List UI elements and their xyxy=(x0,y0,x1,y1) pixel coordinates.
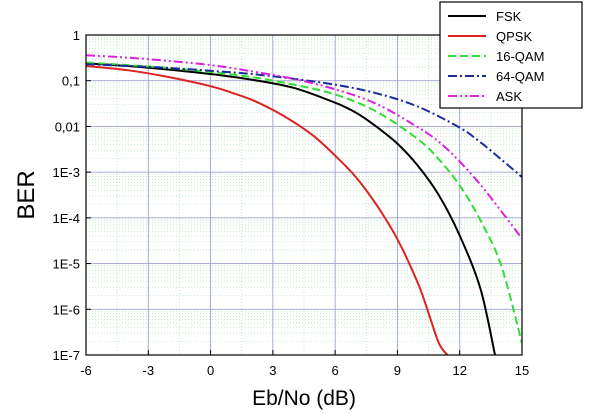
series-line-fsk xyxy=(86,62,496,355)
x-tick-label: -6 xyxy=(80,363,92,378)
y-tick-label: 1E-7 xyxy=(53,348,80,363)
legend-label-qpsk: QPSK xyxy=(496,29,532,44)
y-tick-label: 1E-4 xyxy=(53,211,80,226)
y-axis-title: BER xyxy=(13,170,40,219)
x-tick-label: 15 xyxy=(515,363,529,378)
series-line-ask xyxy=(86,54,522,240)
x-tick-label: 6 xyxy=(332,363,339,378)
x-tick-label: -3 xyxy=(143,363,155,378)
y-tick-label: 0,1 xyxy=(62,74,80,89)
series-line-64-qam xyxy=(86,63,522,178)
y-tick-label: 0,01 xyxy=(55,119,80,134)
plot-frame xyxy=(85,34,523,356)
y-tick-label: 1E-3 xyxy=(53,165,80,180)
legend-label-64-qam: 64-QAM xyxy=(496,69,544,84)
x-axis-title: Eb/No (dB) xyxy=(252,387,356,410)
minor-grid xyxy=(86,35,522,355)
x-tick-label: 3 xyxy=(269,363,276,378)
legend: FSK QPSK 16-QAM 64-QAM ASK xyxy=(439,1,583,109)
y-tick-label: 1E-5 xyxy=(53,257,80,272)
x-tick-labels: -6 -3 0 3 6 9 12 15 xyxy=(80,350,529,378)
y-tick-label: 1E-6 xyxy=(53,302,80,317)
series-line-qpsk xyxy=(86,64,449,355)
legend-label-fsk: FSK xyxy=(496,9,522,24)
x-tick-label: 12 xyxy=(452,363,466,378)
legend-label-ask: ASK xyxy=(496,89,522,104)
series-lines xyxy=(86,54,522,355)
y-tick-labels: 1 0,1 0,01 1E-3 1E-4 1E-5 1E-6 1E-7 xyxy=(53,28,91,363)
legend-label-16-qam: 16-QAM xyxy=(496,49,544,64)
x-tick-label: 0 xyxy=(207,363,214,378)
x-tick-label: 9 xyxy=(394,363,401,378)
y-tick-label: 1 xyxy=(73,28,80,43)
